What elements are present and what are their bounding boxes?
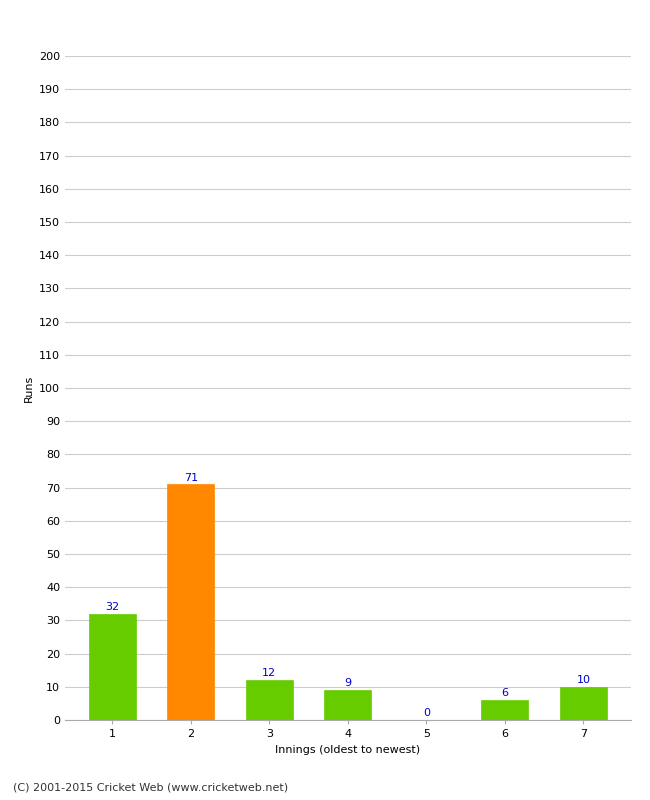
Text: 0: 0: [422, 708, 430, 718]
Bar: [167, 484, 214, 720]
Bar: [246, 680, 292, 720]
Bar: [88, 614, 136, 720]
Text: 10: 10: [577, 675, 590, 685]
Text: 12: 12: [262, 669, 276, 678]
Text: 6: 6: [501, 689, 508, 698]
Text: 9: 9: [344, 678, 351, 689]
Bar: [324, 690, 371, 720]
Bar: [560, 686, 607, 720]
Y-axis label: Runs: Runs: [23, 374, 33, 402]
Text: 71: 71: [183, 473, 198, 482]
X-axis label: Innings (oldest to newest): Innings (oldest to newest): [275, 745, 421, 754]
Text: 32: 32: [105, 602, 119, 612]
Bar: [481, 700, 528, 720]
Text: (C) 2001-2015 Cricket Web (www.cricketweb.net): (C) 2001-2015 Cricket Web (www.cricketwe…: [13, 782, 288, 792]
